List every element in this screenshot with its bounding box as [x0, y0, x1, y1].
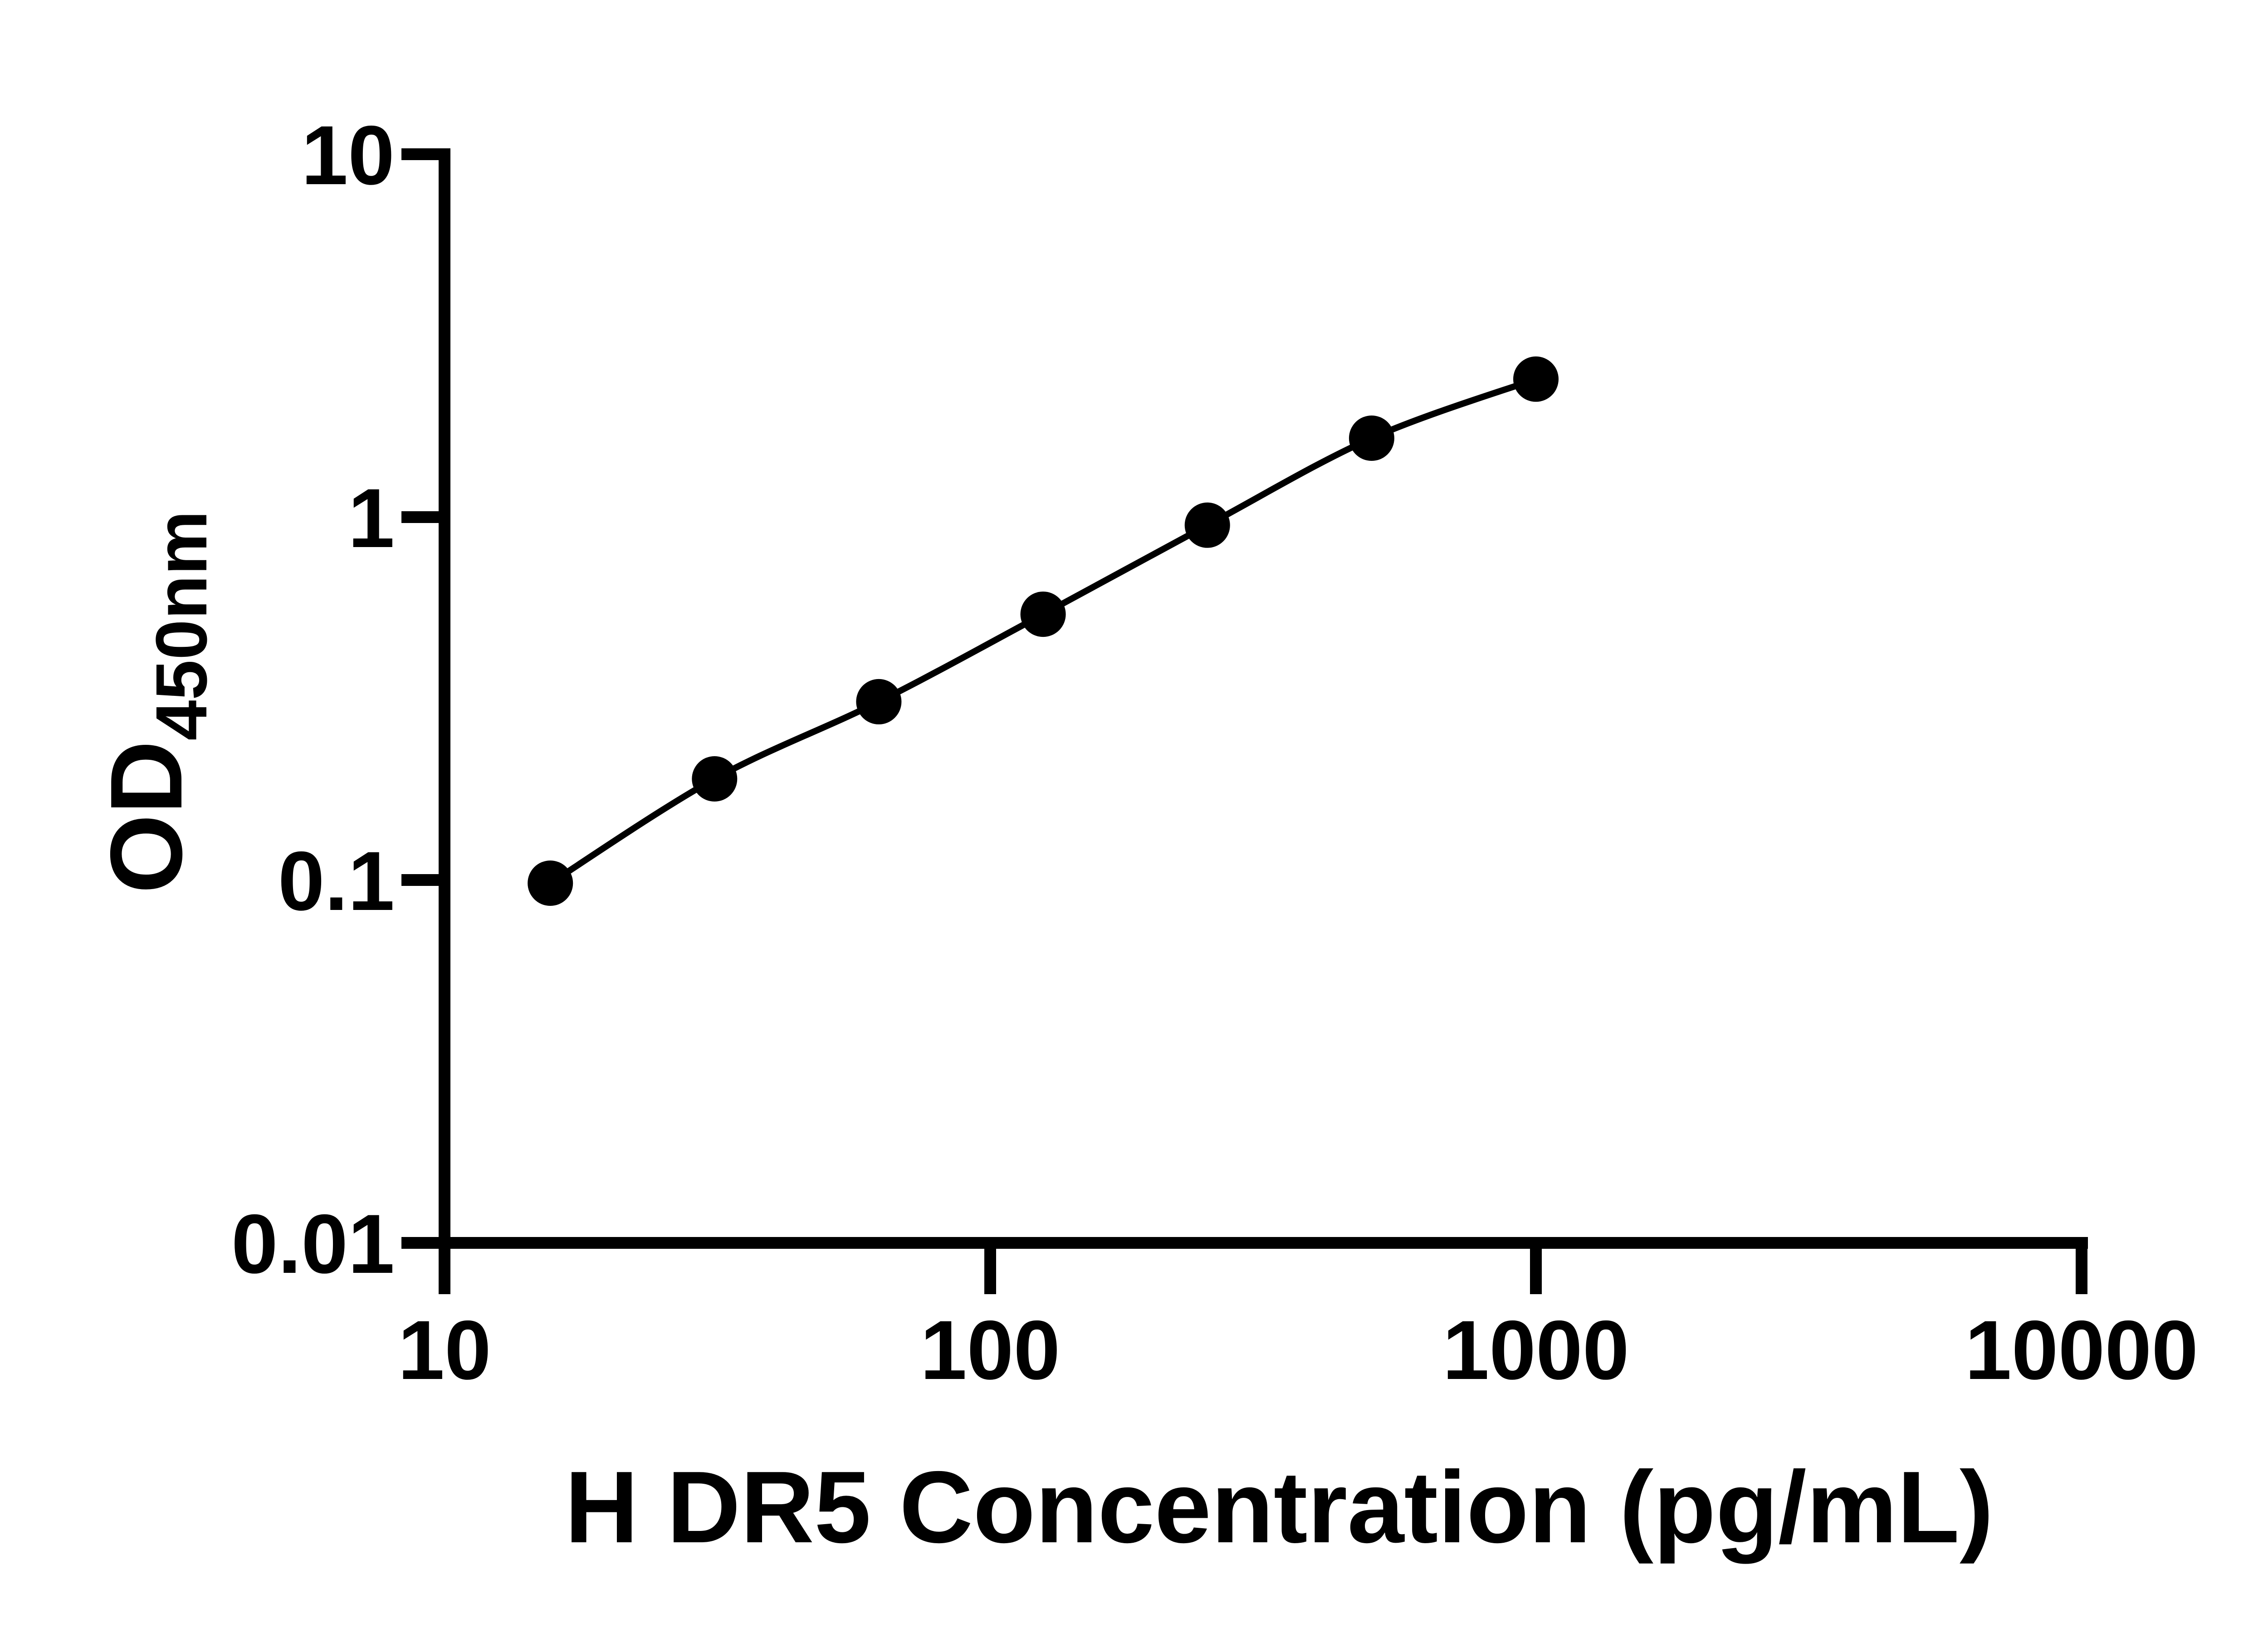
x-tick-label: 100 — [920, 1304, 1061, 1397]
x-axis-title: H DR5 Concentration (pg/mL) — [565, 1450, 1994, 1564]
data-point — [856, 679, 902, 724]
y-axis-title: OD450nm — [89, 511, 222, 894]
axes — [439, 148, 2088, 1249]
y-tick-label: 1 — [348, 472, 395, 565]
data-point — [692, 756, 738, 802]
y-axis-ticks: 10 1 0.1 0.01 — [231, 109, 445, 1291]
y-axis-title-main: OD — [89, 741, 203, 894]
y-tick-label: 10 — [301, 109, 395, 202]
data-point — [1513, 356, 1559, 402]
x-tick-label: 10 — [398, 1304, 491, 1397]
x-tick-label: 10000 — [1965, 1304, 2198, 1397]
y-tick-label: 0.1 — [278, 835, 395, 928]
data-point — [1184, 502, 1230, 548]
y-axis-title-subscript: 450nm — [141, 511, 222, 741]
data-point — [1020, 592, 1066, 637]
y-tick-label: 0.01 — [231, 1198, 395, 1291]
x-axis-ticks: 10 100 1000 10000 — [398, 1243, 2198, 1397]
x-tick-label: 1000 — [1442, 1304, 1629, 1397]
series-standard-curve — [528, 356, 1559, 906]
data-point — [1349, 416, 1394, 461]
data-point — [528, 861, 573, 906]
